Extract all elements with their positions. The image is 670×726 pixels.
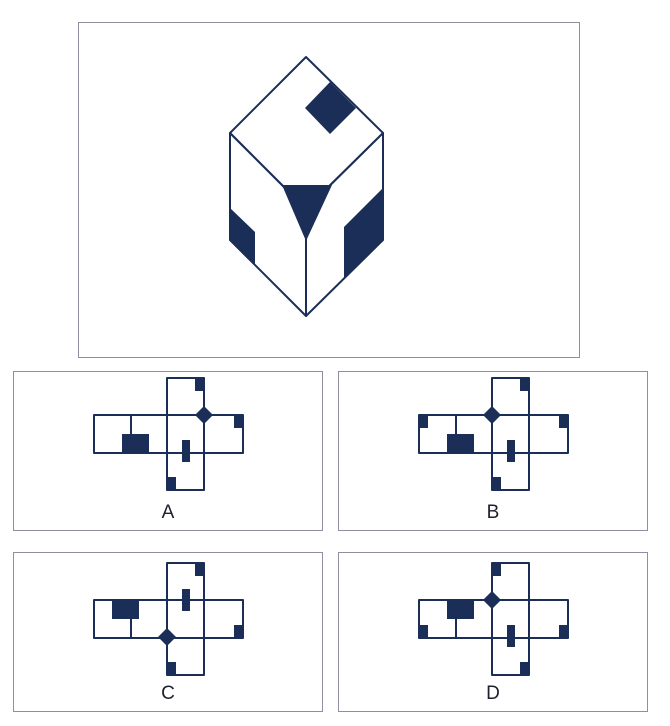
option-c-mark: [234, 625, 242, 637]
option-d-mark: [420, 625, 428, 637]
option-b-label: B: [339, 503, 647, 522]
option-b-mark: [493, 477, 501, 489]
option-b-mark: [483, 406, 501, 424]
option-c-mark: [168, 662, 176, 674]
option-d-card[interactable]: D: [338, 552, 648, 712]
option-d-mark: [559, 625, 567, 637]
option-b-mark: [520, 379, 528, 391]
cube-front-triangle-mark: [282, 185, 332, 241]
option-a-mark: [234, 416, 242, 428]
option-a-mark: [195, 406, 213, 424]
option-c-label: C: [14, 684, 322, 703]
option-d-mark: [520, 662, 528, 674]
option-b-mark: [420, 416, 428, 428]
cube-right-edge-mark: [344, 188, 383, 279]
option-a-mark: [182, 440, 190, 462]
option-d-mark: [483, 591, 501, 609]
option-d-mark: [493, 564, 501, 576]
option-b-mark: [507, 440, 515, 462]
option-c-mark: [112, 601, 139, 619]
option-d-label: D: [339, 684, 647, 703]
cube-figure: [79, 23, 581, 359]
option-a-card[interactable]: A: [13, 371, 323, 531]
option-c-mark: [195, 564, 203, 576]
option-d-mark: [507, 625, 515, 647]
cube-left-edge-mark: [230, 208, 255, 265]
option-b-card[interactable]: B: [338, 371, 648, 531]
option-c-mark: [182, 589, 190, 611]
option-b-mark: [559, 416, 567, 428]
option-a-mark: [195, 379, 203, 391]
option-b-mark: [447, 434, 474, 452]
option-c-mark: [158, 628, 176, 646]
option-a-mark: [168, 477, 176, 489]
option-c-card[interactable]: C: [13, 552, 323, 712]
option-a-label: A: [14, 503, 322, 522]
cube-figure-panel: [78, 22, 580, 358]
cube-top-square-mark: [305, 82, 356, 134]
option-d-mark: [447, 601, 474, 619]
option-a-mark: [122, 434, 149, 452]
